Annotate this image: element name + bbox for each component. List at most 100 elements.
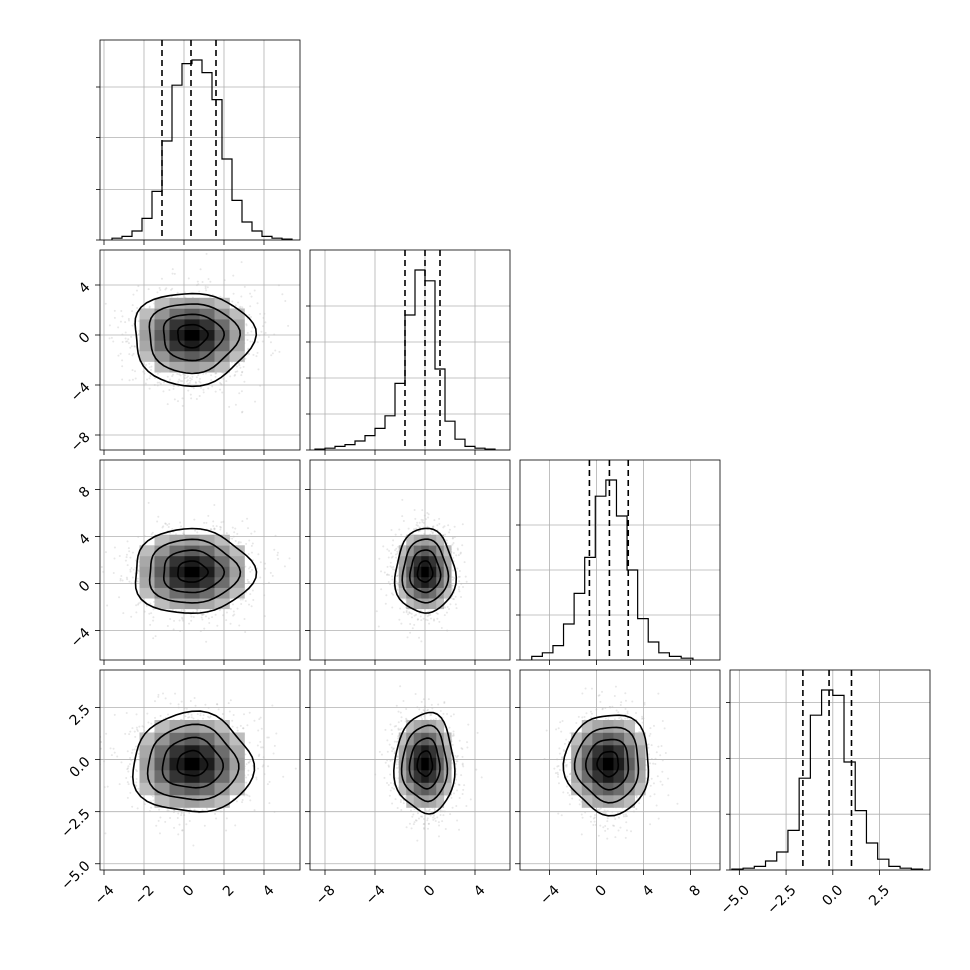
scatter-point	[250, 316, 253, 319]
scatter-point	[192, 616, 195, 619]
scatter-point	[249, 340, 252, 343]
scatter-point	[251, 326, 254, 329]
scatter-point	[180, 700, 183, 703]
scatter-point	[211, 616, 214, 619]
scatter-point	[433, 519, 436, 522]
y-tick-label: 8	[76, 484, 94, 502]
scatter-point	[247, 761, 250, 764]
scatter-point	[274, 534, 277, 537]
scatter-point	[254, 400, 257, 403]
scatter-point	[244, 631, 247, 634]
scatter-point	[124, 321, 127, 324]
scatter-point	[152, 608, 155, 611]
scatter-point	[203, 627, 206, 630]
density-cell	[199, 319, 215, 330]
scatter-point	[428, 622, 431, 625]
scatter-point	[246, 339, 249, 342]
contour-line	[176, 323, 209, 349]
scatter-point	[122, 612, 125, 615]
scatter-point	[221, 713, 224, 716]
scatter-point	[121, 579, 124, 582]
scatter-point	[204, 372, 207, 375]
density-cell	[154, 297, 170, 309]
scatter-point	[252, 353, 255, 356]
density-cell	[413, 534, 422, 546]
scatter-point	[236, 532, 239, 535]
scatter-point	[410, 612, 413, 615]
scatter-point	[413, 623, 416, 626]
density-cell	[169, 319, 185, 330]
scatter-point	[256, 351, 259, 354]
scatter-point	[259, 384, 262, 387]
scatter-point	[199, 630, 202, 633]
scatter-point	[460, 596, 463, 599]
scatter-point	[110, 754, 113, 757]
scatter-point	[386, 573, 389, 576]
scatter-point	[143, 535, 146, 538]
scatter-point	[207, 617, 210, 620]
scatter-point	[178, 373, 181, 376]
scatter-point	[276, 554, 279, 557]
scatter-point	[448, 607, 451, 610]
density-cell	[406, 555, 415, 567]
scatter-point	[454, 595, 457, 598]
scatter-point	[262, 316, 265, 319]
scatter-point	[274, 349, 277, 352]
histogram-step	[531, 479, 694, 660]
scatter-point	[233, 531, 236, 534]
scatter-point	[438, 522, 441, 525]
density-cell	[139, 340, 155, 352]
density-cell	[398, 555, 407, 567]
density-cell	[229, 555, 245, 567]
scatter-point	[407, 613, 410, 616]
scatter-point	[232, 292, 235, 295]
scatter-point	[148, 362, 151, 365]
scatter-point	[131, 727, 134, 730]
scatter-point	[108, 324, 111, 327]
scatter-point	[119, 579, 122, 582]
density-cell	[139, 587, 155, 599]
scatter-point	[398, 528, 401, 531]
scatter-point	[169, 378, 172, 381]
scatter-point	[128, 550, 131, 553]
scatter-point	[173, 619, 176, 622]
scatter-point	[135, 604, 138, 607]
scatter-point	[113, 751, 116, 754]
scatter-point	[191, 375, 194, 378]
scatter-point	[278, 350, 281, 353]
scatter-point	[106, 785, 109, 788]
density-cell	[199, 598, 215, 610]
scatter-point	[149, 602, 152, 605]
scatter-point	[459, 552, 462, 555]
scatter-point	[436, 524, 439, 527]
scatter-point	[451, 536, 454, 539]
scatter-point	[135, 713, 138, 716]
density-cell	[169, 598, 185, 610]
scatter-point	[207, 715, 210, 718]
scatter-point	[171, 287, 174, 290]
density-cell	[229, 587, 245, 599]
scatter-point	[417, 530, 420, 533]
scatter-point	[424, 518, 427, 521]
scatter-point	[407, 527, 410, 530]
scatter-point	[451, 569, 454, 572]
scatter-point	[152, 637, 155, 640]
scatter-point	[127, 770, 130, 773]
scatter-point	[396, 588, 399, 591]
scatter-point	[127, 319, 130, 322]
scatter-point	[201, 618, 204, 621]
scatter-point	[248, 353, 251, 356]
scatter-point	[207, 514, 210, 517]
scatter-point	[382, 545, 385, 548]
scatter-point	[156, 291, 159, 294]
scatter-point	[164, 288, 167, 291]
scatter-point	[104, 302, 107, 305]
histogram-step	[314, 269, 496, 450]
density-cell	[214, 297, 230, 309]
scatter-point	[447, 524, 450, 527]
scatter-point	[394, 553, 397, 556]
scatter-point	[112, 747, 115, 750]
scatter-point	[433, 619, 436, 622]
scatter-point	[238, 392, 241, 395]
scatter-point	[263, 333, 266, 336]
